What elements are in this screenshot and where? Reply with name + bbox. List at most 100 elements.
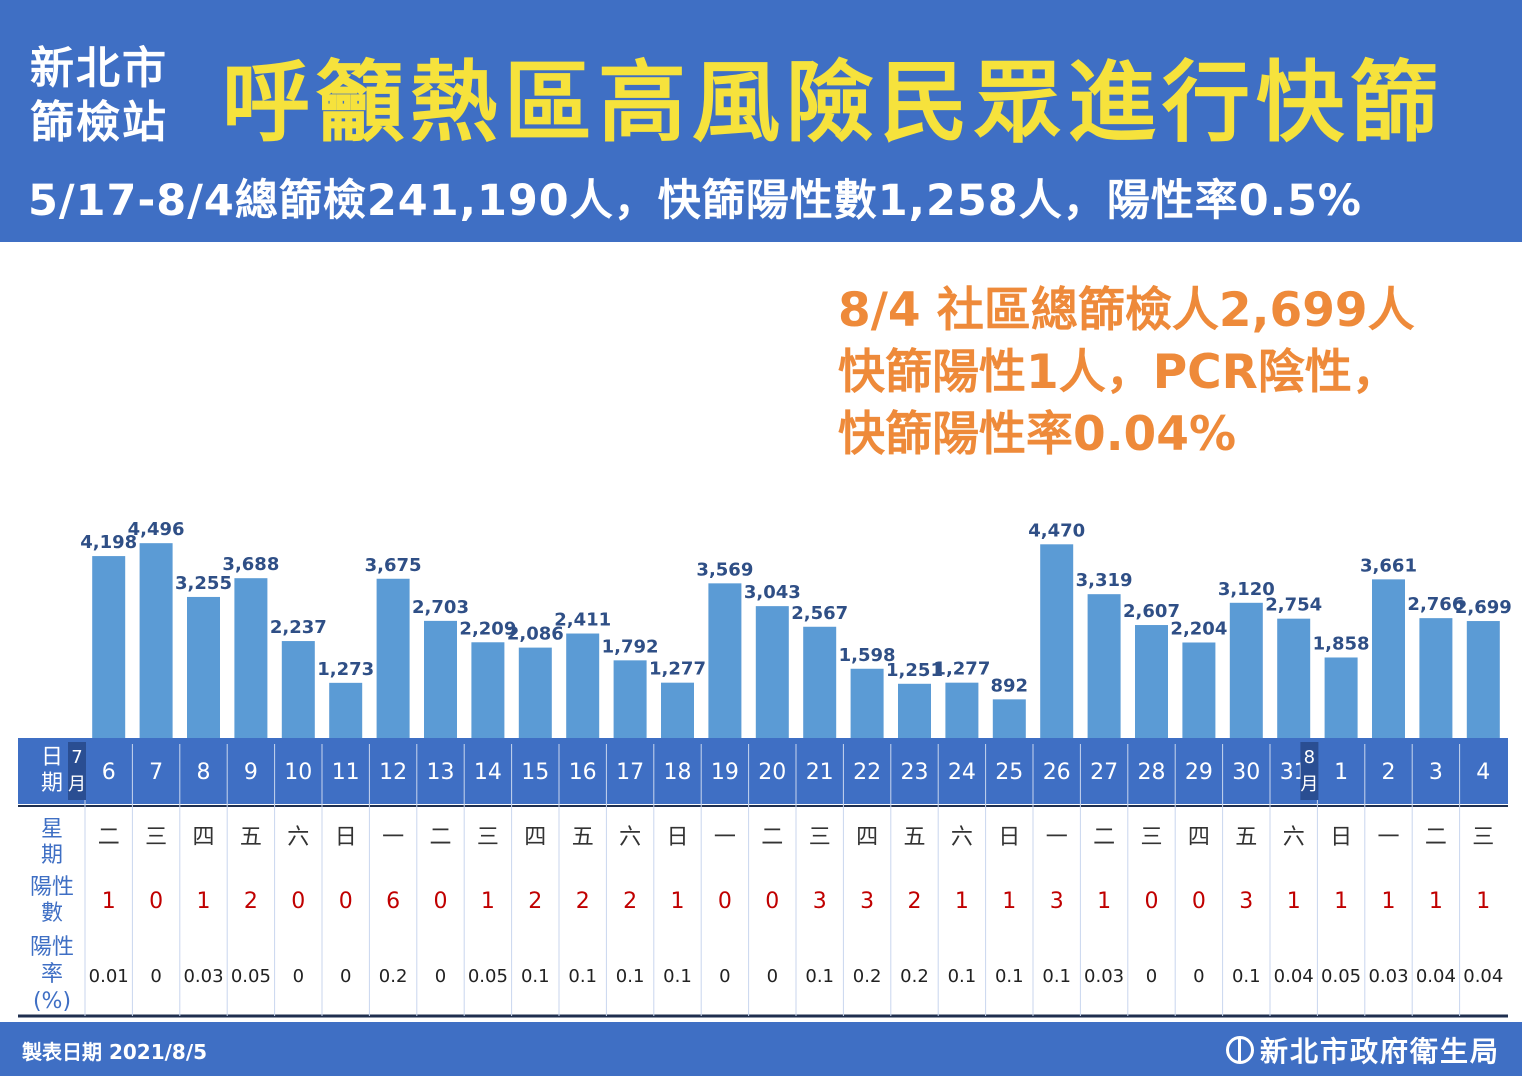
bar (945, 682, 979, 738)
positive-rate: 0.03 (1368, 966, 1408, 987)
positive-count: 6 (386, 889, 400, 914)
positive-row-label: 數 (41, 901, 63, 926)
bar-value-label: 3,569 (696, 559, 753, 580)
bar-value-label: 892 (991, 675, 1029, 696)
positive-count: 1 (1002, 889, 1016, 914)
bar (1324, 657, 1358, 738)
bar (329, 682, 363, 738)
positive-row-label: 陽性 (30, 875, 74, 900)
date-label: 1 (1334, 760, 1348, 785)
bar (755, 606, 789, 738)
bar-value-label: 2,411 (554, 610, 611, 631)
month-marker-number: 8 (1304, 747, 1315, 768)
bar-value-label: 1,277 (649, 659, 706, 680)
daily-callout: 8/4 社區總篩檢人2,699人 快篩陽性1人，PCR陰性， 快篩陽性率0.04… (838, 280, 1415, 466)
bar-value-label: 3,688 (222, 554, 279, 575)
date-label: 25 (995, 760, 1023, 785)
positive-count: 1 (1476, 889, 1490, 914)
date-row-bg (18, 738, 1508, 804)
callout-line-2: 快篩陽性1人，PCR陰性， (838, 345, 1399, 400)
org-line-1: 新北市 (30, 43, 168, 94)
positive-rate: 0 (1193, 966, 1204, 987)
bar (850, 668, 884, 738)
weekday-label: 二 (98, 825, 120, 850)
bar (1087, 594, 1121, 738)
weekday-label: 四 (856, 825, 878, 850)
bar (1419, 618, 1453, 738)
bar (1277, 618, 1311, 738)
bar-value-label: 2,209 (459, 618, 516, 639)
positive-count: 2 (908, 889, 922, 914)
positive-count: 2 (623, 889, 637, 914)
date-row-label: 日 (41, 745, 63, 770)
positive-rate: 0.01 (89, 966, 129, 987)
positive-rate: 0.1 (521, 966, 550, 987)
org-line-2: 篩檢站 (30, 97, 168, 148)
positive-rate: 0.1 (616, 966, 645, 987)
date-label: 4 (1476, 760, 1490, 785)
weekday-label: 日 (998, 825, 1020, 850)
bar-value-label: 3,255 (175, 573, 232, 594)
bar-value-label: 3,675 (365, 555, 422, 576)
positive-count: 1 (197, 889, 211, 914)
month-marker-bg (68, 742, 86, 800)
positive-count: 3 (813, 889, 827, 914)
weekday-label: 一 (1377, 825, 1399, 850)
positive-count: 2 (528, 889, 542, 914)
bar-value-label: 3,120 (1218, 579, 1275, 600)
bar-value-label: 2,237 (270, 617, 327, 638)
weekday-row-label: 星 (41, 817, 63, 842)
bar (376, 578, 410, 738)
positive-rate: 0.03 (183, 966, 223, 987)
positive-count: 2 (244, 889, 258, 914)
screening-chart: 日期星期陽性數陽性率(%)4,1986二10.014,4967三003,2558… (18, 519, 1512, 1018)
weekday-label: 三 (809, 825, 831, 850)
positive-rate: 0.1 (1042, 966, 1071, 987)
date-label: 9 (244, 760, 258, 785)
date-label: 29 (1185, 760, 1213, 785)
month-marker-unit: 月 (1300, 774, 1318, 795)
positive-rate: 0.05 (231, 966, 271, 987)
date-row-label: 期 (41, 771, 63, 796)
weekday-label: 五 (572, 825, 594, 850)
bar-value-label: 3,661 (1360, 555, 1417, 576)
date-label: 3 (1429, 760, 1443, 785)
positive-count: 1 (481, 889, 495, 914)
positive-rate: 0.2 (853, 966, 882, 987)
weekday-label: 六 (619, 825, 641, 850)
bar (187, 596, 220, 738)
positive-count: 1 (1382, 889, 1396, 914)
bar-value-label: 2,703 (412, 597, 469, 618)
positive-rate: 0.03 (1084, 966, 1124, 987)
positive-count: 1 (671, 889, 685, 914)
bar-value-label: 2,754 (1265, 595, 1322, 616)
weekday-label: 二 (1425, 825, 1447, 850)
date-label: 15 (521, 760, 549, 785)
weekday-label: 三 (1140, 825, 1162, 850)
positive-rate: 0.1 (948, 966, 977, 987)
date-label: 17 (616, 760, 644, 785)
bar-value-label: 4,496 (128, 519, 185, 540)
positive-rate: 0.1 (805, 966, 834, 987)
bar (992, 699, 1026, 738)
positive-rate: 0.1 (568, 966, 597, 987)
positive-rate: 0.2 (900, 966, 929, 987)
bar (1040, 544, 1074, 738)
positive-count: 0 (339, 889, 353, 914)
positive-count: 0 (1192, 889, 1206, 914)
weekday-label: 二 (429, 825, 451, 850)
dept-logo-icon (1225, 1036, 1254, 1064)
weekday-label: 二 (761, 825, 783, 850)
weekday-label: 六 (287, 825, 309, 850)
weekday-label: 三 (1472, 825, 1494, 850)
callout-line-1: 8/4 社區總篩檢人2,699人 (838, 283, 1415, 338)
weekday-label: 日 (335, 825, 357, 850)
positive-rate: 0.05 (468, 966, 508, 987)
bar (234, 578, 268, 738)
bar (1466, 621, 1500, 738)
date-label: 16 (569, 760, 597, 785)
date-label: 24 (948, 760, 976, 785)
positive-rate: 0.04 (1463, 966, 1503, 987)
positive-count: 0 (765, 889, 779, 914)
bar (1135, 625, 1168, 738)
